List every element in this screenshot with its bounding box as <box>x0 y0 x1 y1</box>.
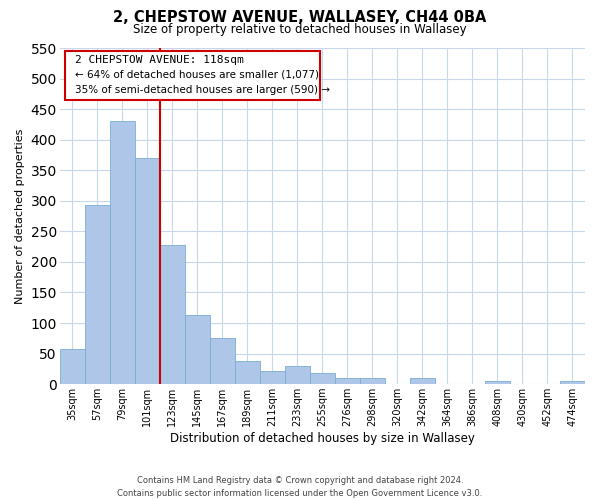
Bar <box>160 245 185 384</box>
Bar <box>260 370 285 384</box>
FancyBboxPatch shape <box>65 52 320 100</box>
Bar <box>110 122 135 384</box>
Text: 35% of semi-detached houses are larger (590) →: 35% of semi-detached houses are larger (… <box>76 85 331 95</box>
Bar <box>410 378 435 384</box>
Bar <box>85 205 110 384</box>
Bar <box>235 361 260 384</box>
Bar <box>360 378 385 384</box>
Bar <box>560 381 585 384</box>
Bar <box>285 366 310 384</box>
Y-axis label: Number of detached properties: Number of detached properties <box>15 128 25 304</box>
Bar <box>185 315 210 384</box>
Text: Size of property relative to detached houses in Wallasey: Size of property relative to detached ho… <box>133 22 467 36</box>
Text: 2 CHEPSTOW AVENUE: 118sqm: 2 CHEPSTOW AVENUE: 118sqm <box>76 54 244 64</box>
X-axis label: Distribution of detached houses by size in Wallasey: Distribution of detached houses by size … <box>170 432 475 445</box>
Bar <box>60 350 85 384</box>
Text: ← 64% of detached houses are smaller (1,077): ← 64% of detached houses are smaller (1,… <box>76 70 319 80</box>
Bar <box>485 381 510 384</box>
Bar <box>335 378 360 384</box>
Text: Contains HM Land Registry data © Crown copyright and database right 2024.
Contai: Contains HM Land Registry data © Crown c… <box>118 476 482 498</box>
Bar <box>310 373 335 384</box>
Bar <box>210 338 235 384</box>
Bar <box>135 158 160 384</box>
Text: 2, CHEPSTOW AVENUE, WALLASEY, CH44 0BA: 2, CHEPSTOW AVENUE, WALLASEY, CH44 0BA <box>113 10 487 25</box>
